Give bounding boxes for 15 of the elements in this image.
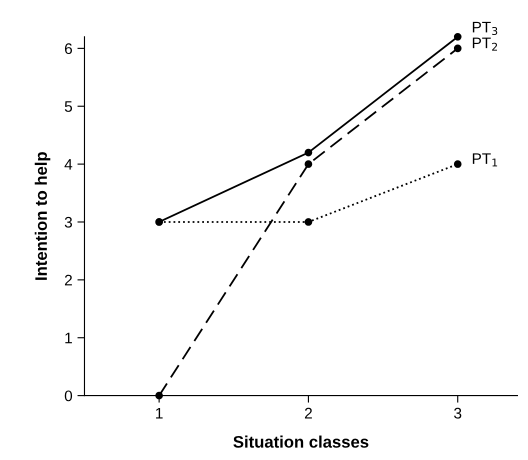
x-axis-title: Situation classes bbox=[233, 436, 368, 448]
x-tick-label: 1 bbox=[156, 408, 163, 418]
y-tick-label: 0 bbox=[64, 390, 72, 402]
y-tick-label: 3 bbox=[64, 216, 72, 228]
y-tick-label: 6 bbox=[64, 43, 72, 54]
series-label: PT$_{3}$ bbox=[472, 22, 498, 36]
y-tick-label: 1 bbox=[65, 332, 72, 344]
x-tick-label: 3 bbox=[454, 408, 462, 419]
x-tick-label: 2 bbox=[304, 408, 312, 418]
y-tick-label: 5 bbox=[64, 101, 72, 112]
series-label: PT$_{2}$ bbox=[472, 38, 498, 51]
y-axis-title: Intention to help bbox=[34, 152, 50, 280]
y-tick-label: 4 bbox=[64, 159, 72, 170]
y-tick-label: 2 bbox=[64, 274, 72, 286]
series-label: PT$_{1}$ bbox=[472, 153, 498, 166]
